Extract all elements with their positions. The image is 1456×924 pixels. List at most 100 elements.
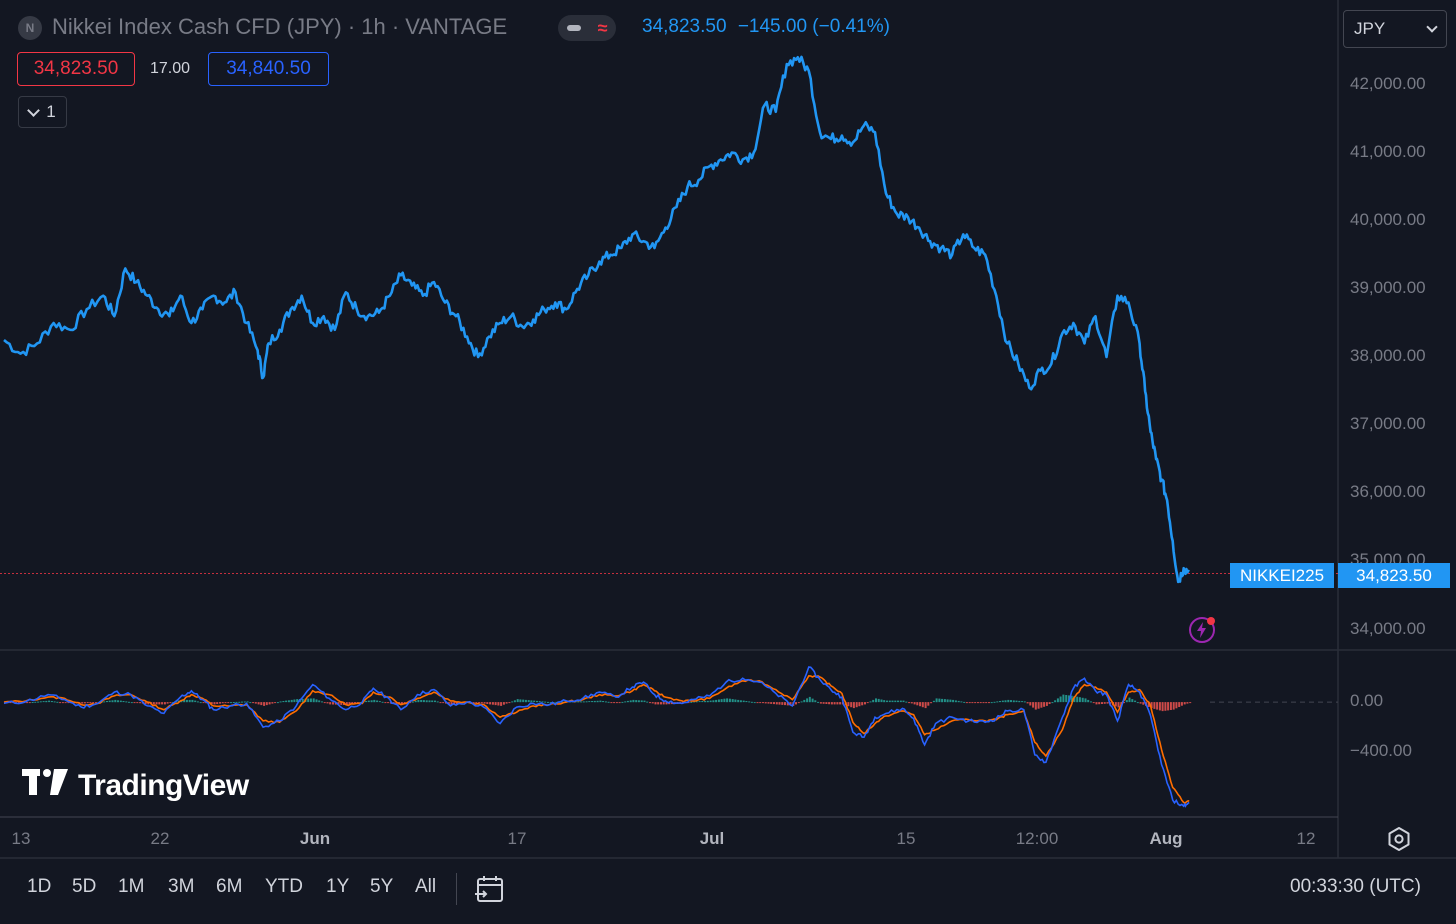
histogram-bar — [260, 702, 263, 706]
histogram-bar — [480, 702, 483, 704]
histogram-bar — [166, 702, 169, 704]
sell-button[interactable]: 34,823.50 — [17, 52, 135, 86]
histogram-bar — [905, 701, 908, 703]
histogram-bar — [1123, 702, 1125, 704]
histogram-bar — [1180, 702, 1183, 706]
histogram-bar — [982, 702, 985, 704]
histogram-bar — [516, 699, 519, 703]
histogram-bar — [855, 702, 858, 708]
range-button-1d[interactable]: 1D — [27, 876, 52, 897]
histogram-bar — [345, 702, 348, 706]
histogram-bar — [456, 702, 458, 705]
histogram-bar — [252, 702, 255, 704]
histogram-bar — [742, 700, 745, 703]
histogram-bar — [428, 700, 431, 703]
histogram-bar — [323, 702, 326, 704]
histogram-bar — [230, 702, 232, 704]
histogram-bar — [717, 699, 720, 703]
symbol-logo-icon[interactable]: N — [18, 16, 42, 40]
histogram-bar — [161, 702, 164, 705]
histogram-bar — [422, 700, 425, 703]
histogram-bar — [1026, 702, 1029, 704]
histogram-bar — [723, 698, 726, 703]
range-button-1m[interactable]: 1M — [118, 876, 145, 897]
histogram-bar — [296, 699, 299, 703]
histogram-bar — [549, 702, 552, 704]
indicator-count: 1 — [46, 102, 56, 121]
histogram-bar — [624, 701, 627, 703]
histogram-bar — [836, 702, 839, 705]
histogram-bar — [538, 701, 541, 703]
range-button-1y[interactable]: 1Y — [326, 876, 350, 897]
histogram-bar — [1070, 695, 1073, 703]
histogram-bar — [287, 700, 290, 703]
histogram-bar — [210, 702, 213, 704]
histogram-bar — [486, 702, 489, 704]
histogram-bar — [64, 702, 67, 704]
histogram-bar — [954, 700, 957, 703]
histogram-bar — [425, 700, 428, 703]
histogram-bar — [188, 699, 191, 703]
histogram-bar — [610, 702, 613, 704]
histogram-bar — [819, 702, 822, 704]
histogram-bar — [949, 699, 952, 703]
currency-select[interactable]: JPY — [1343, 10, 1447, 48]
histogram-bar — [560, 701, 563, 703]
spread-value: 17.00 — [150, 60, 191, 77]
histogram-bar — [128, 701, 130, 703]
histogram-bar — [367, 700, 370, 703]
utc-clock[interactable]: 00:33:30 (UTC) — [1290, 876, 1421, 897]
range-button-6m[interactable]: 6M — [216, 876, 243, 897]
tradingview-logo[interactable]: TradingView — [22, 766, 249, 806]
histogram-bar — [712, 700, 715, 703]
histogram-bar — [309, 698, 312, 703]
calendar-goto-icon[interactable] — [474, 873, 506, 905]
histogram-bar — [927, 702, 930, 706]
price-tick-label: 40,000.00 — [1350, 209, 1426, 229]
range-button-3m[interactable]: 3M — [168, 876, 195, 897]
histogram-bar — [340, 702, 343, 705]
histogram-bar — [811, 698, 814, 703]
histogram-bar — [968, 702, 971, 704]
range-button-ytd[interactable]: YTD — [265, 876, 303, 897]
indicators-collapse-button[interactable]: 1 — [18, 96, 67, 128]
histogram-bar — [626, 700, 629, 703]
histogram-bar — [213, 702, 216, 705]
range-button-5d[interactable]: 5D — [72, 876, 97, 897]
histogram-bar — [784, 702, 786, 706]
histogram-bar — [373, 699, 376, 703]
histogram-bar — [739, 700, 742, 703]
buy-button[interactable]: 34,840.50 — [208, 52, 329, 86]
histogram-bar — [434, 700, 436, 703]
histogram-bar — [50, 701, 53, 703]
histogram-bar — [163, 702, 166, 705]
price-tick-label: 39,000.00 — [1350, 277, 1426, 297]
lightning-icon[interactable] — [1188, 616, 1216, 644]
histogram-bar — [312, 698, 315, 703]
histogram-bar — [332, 702, 334, 705]
histogram-bar — [1128, 697, 1131, 703]
symbol-title[interactable]: Nikkei Index Cash CFD (JPY) · 1h · VANTA… — [52, 14, 508, 39]
gear-icon[interactable] — [1386, 826, 1412, 852]
histogram-bar — [1078, 697, 1081, 703]
histogram-bar — [596, 700, 599, 703]
histogram-bar — [263, 702, 266, 706]
visibility-toggle[interactable]: ≈ — [558, 15, 616, 41]
histogram-bar — [351, 702, 354, 704]
histogram-bar — [513, 700, 516, 703]
histogram-bar — [993, 701, 996, 703]
histogram-bar — [508, 702, 511, 704]
range-button-5y[interactable]: 5Y — [370, 876, 394, 897]
histogram-bar — [698, 701, 701, 703]
histogram-bar — [646, 701, 649, 703]
histogram-bar — [1054, 700, 1057, 703]
histogram-bar — [974, 702, 977, 704]
histogram-bar — [709, 700, 712, 703]
histogram-bar — [880, 699, 883, 703]
tv-mark-icon — [22, 769, 68, 803]
histogram-bar — [536, 700, 538, 703]
range-button-all[interactable]: All — [415, 876, 437, 897]
histogram-bar — [53, 701, 56, 703]
histogram-bar — [522, 699, 525, 703]
